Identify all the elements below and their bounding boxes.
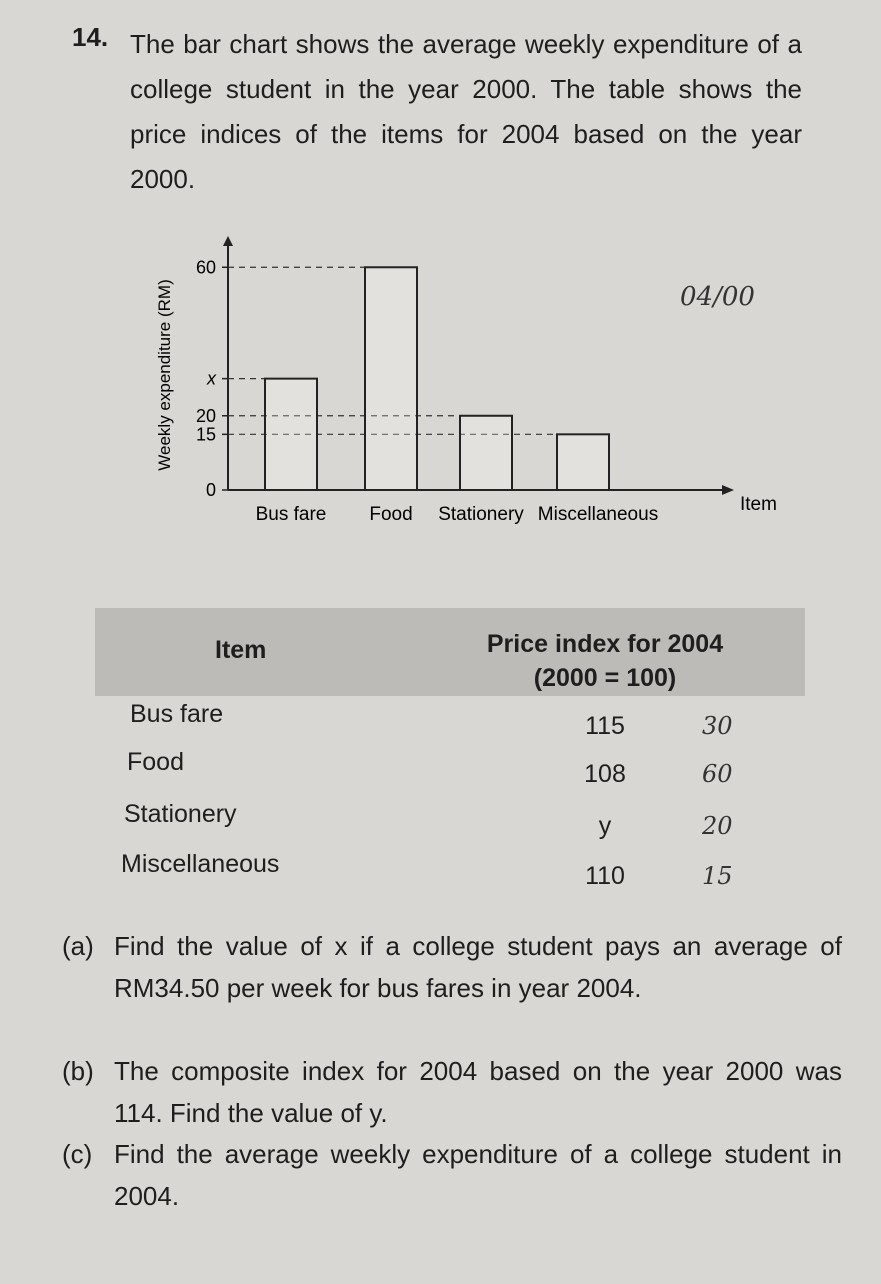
table-header-cell: (2000 = 100) — [533, 664, 677, 692]
bar — [364, 266, 418, 492]
part-label: (b) — [62, 1056, 94, 1086]
x-axis-label: Item — [740, 494, 777, 515]
table-header-cell: Price index for 2004 — [486, 630, 724, 658]
table-cell: Miscellaneous — [121, 850, 280, 878]
y-tick-label: x — [206, 369, 217, 389]
x-tick-label: Miscellaneous — [538, 504, 658, 525]
table-cell: 110 — [585, 862, 625, 890]
table-cell: Bus fare — [130, 700, 224, 728]
part: (a) Find the value of x if a college stu… — [62, 925, 842, 1009]
table-cell: 115 — [585, 712, 625, 740]
y-tick-label: 15 — [196, 424, 216, 444]
bar — [556, 433, 610, 491]
y-tick-label: 0 — [206, 480, 216, 500]
part: (b) The composite index for 2004 based o… — [62, 1050, 842, 1134]
handwritten-value: 60 — [702, 760, 733, 788]
question-number: 14. — [72, 22, 109, 52]
y-axis-label: Weekly expenditure (RM) — [155, 279, 174, 470]
x-axis-arrow — [722, 485, 734, 495]
bar — [264, 377, 318, 492]
handwritten-note: 04/00 — [680, 282, 755, 312]
x-tick-label: Food — [369, 504, 412, 525]
handwritten-value: 15 — [702, 862, 733, 890]
table-cell: y — [598, 812, 612, 840]
part-label: (c) — [62, 1139, 93, 1169]
part-text: Find the value of x if a college student… — [114, 931, 842, 1003]
part-text: The composite index for 2004 based on th… — [114, 1056, 842, 1128]
question-text: The bar chart shows the average weekly e… — [130, 29, 802, 194]
table-header — [95, 608, 805, 696]
table-cell: Food — [127, 748, 184, 776]
table-cell: 108 — [584, 760, 626, 788]
part-label: (a) — [62, 931, 94, 961]
y-tick-label: 60 — [196, 257, 216, 277]
part: (c) Find the average weekly expenditure … — [62, 1133, 842, 1217]
y-axis-arrow — [223, 236, 233, 246]
x-tick-label: Stationery — [438, 504, 524, 525]
table-cell: Stationery — [124, 800, 237, 828]
table-header-cell: Item — [215, 636, 267, 664]
x-tick-label: Bus fare — [256, 504, 327, 525]
handwritten-value: 30 — [702, 712, 733, 740]
bar — [459, 414, 513, 491]
part-text: Find the average weekly expenditure of a… — [114, 1139, 842, 1211]
y-tick-label: 20 — [196, 406, 216, 426]
handwritten-value: 20 — [702, 812, 733, 840]
